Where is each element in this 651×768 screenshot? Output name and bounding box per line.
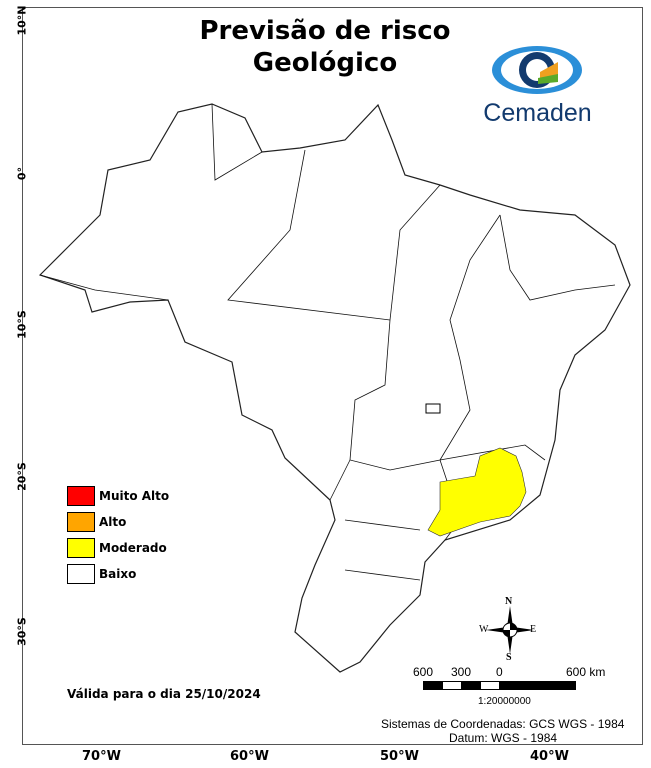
legend-swatch — [67, 538, 95, 558]
compass-e: E — [530, 624, 537, 635]
legend-swatch — [67, 564, 95, 584]
datum-text: Datum: WGS - 1984 — [449, 731, 558, 745]
legend-item-moderado: Moderado — [67, 538, 167, 558]
legend-item-baixo: Baixo — [67, 564, 136, 584]
legend-swatch — [67, 486, 95, 506]
valid-date-text: Válida para o dia 25/10/2024 — [67, 687, 261, 701]
lon-label: 60°W — [230, 749, 269, 764]
scale-label: 300 — [451, 665, 472, 679]
crs-text: Sistemas de Coordenadas: GCS WGS - 1984 — [381, 717, 625, 731]
lat-label: 10°N — [15, 5, 29, 36]
lon-label: 70°W — [82, 749, 121, 764]
compass-s: S — [506, 652, 512, 663]
compass-w: W — [479, 624, 489, 635]
map-frame — [22, 7, 643, 745]
legend-label: Muito Alto — [99, 489, 170, 503]
scale-label: 600 — [413, 665, 434, 679]
state-borders — [39, 103, 616, 581]
lat-label: 10°S — [15, 310, 29, 339]
scale-label: 0 — [496, 665, 503, 679]
risk-area-moderado — [427, 447, 527, 537]
map-title-line2: Geológico — [252, 48, 398, 78]
legend-item-muito-alto: Muito Alto — [67, 486, 169, 506]
scale-ratio: 1:20000000 — [478, 696, 531, 707]
lat-label: 0° — [15, 166, 29, 181]
lat-label: 20°S — [15, 462, 29, 491]
compass-rose-icon — [486, 606, 534, 654]
cemaden-eye-icon — [492, 46, 582, 94]
legend-label: Alto — [99, 515, 127, 529]
logo-text: Cemaden — [483, 99, 592, 127]
legend-item-alto: Alto — [67, 512, 126, 532]
map-title-line1: Previsão de risco — [199, 16, 451, 46]
scale-label: 600 km — [566, 665, 606, 679]
legend-label: Moderado — [99, 541, 167, 555]
federal-district — [425, 403, 441, 414]
legend-label: Baixo — [99, 567, 137, 581]
scale-bar — [423, 681, 576, 690]
compass-n: N — [505, 596, 513, 607]
cemaden-logo: Cemaden — [480, 40, 595, 128]
legend-swatch — [67, 512, 95, 532]
lon-label: 50°W — [380, 749, 419, 764]
lon-label: 40°W — [530, 749, 569, 764]
lat-label: 30°S — [15, 617, 29, 646]
brazil-outline — [38, 103, 631, 673]
